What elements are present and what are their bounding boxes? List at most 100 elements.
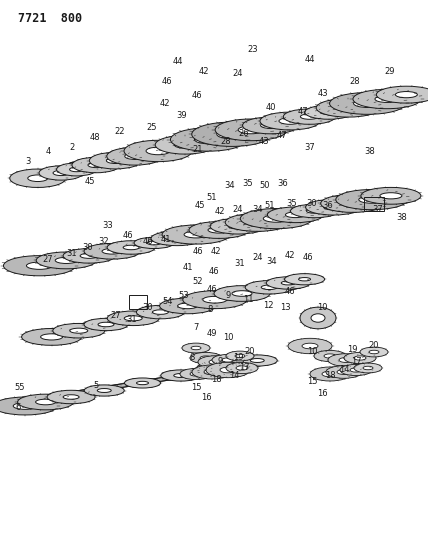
Ellipse shape <box>98 322 114 327</box>
Ellipse shape <box>363 366 373 370</box>
Text: 19: 19 <box>347 345 357 354</box>
Ellipse shape <box>162 225 230 244</box>
Text: 42: 42 <box>211 247 221 256</box>
Ellipse shape <box>220 367 236 373</box>
Ellipse shape <box>261 285 277 289</box>
Ellipse shape <box>235 354 245 358</box>
Text: 51: 51 <box>207 193 217 203</box>
Text: 42: 42 <box>215 207 225 216</box>
Text: 46: 46 <box>193 247 203 256</box>
Text: 45: 45 <box>195 201 205 211</box>
Ellipse shape <box>316 99 380 117</box>
Text: 24: 24 <box>233 206 243 214</box>
Text: 31: 31 <box>127 316 137 325</box>
Text: 10: 10 <box>307 348 317 357</box>
Ellipse shape <box>194 135 223 144</box>
Text: 5: 5 <box>93 382 98 391</box>
Ellipse shape <box>107 311 159 326</box>
Ellipse shape <box>88 163 104 167</box>
Text: 18: 18 <box>325 372 335 381</box>
Text: 17: 17 <box>351 358 361 367</box>
Ellipse shape <box>174 141 196 148</box>
Text: 27: 27 <box>43 255 54 264</box>
Polygon shape <box>73 198 380 258</box>
Ellipse shape <box>41 334 62 340</box>
Ellipse shape <box>236 366 248 370</box>
Ellipse shape <box>107 148 163 165</box>
Ellipse shape <box>250 359 264 362</box>
Ellipse shape <box>192 365 232 379</box>
Text: 12: 12 <box>263 301 273 310</box>
Text: 8: 8 <box>189 353 195 362</box>
Ellipse shape <box>354 363 382 373</box>
Ellipse shape <box>245 219 269 226</box>
Text: 35: 35 <box>243 180 253 189</box>
Text: 44: 44 <box>305 55 315 64</box>
Ellipse shape <box>300 114 318 119</box>
Bar <box>364 197 384 211</box>
Ellipse shape <box>155 135 215 154</box>
Ellipse shape <box>184 231 208 238</box>
Ellipse shape <box>281 281 295 285</box>
Ellipse shape <box>182 343 210 353</box>
Text: 39: 39 <box>177 111 187 120</box>
Ellipse shape <box>261 123 281 128</box>
Ellipse shape <box>36 252 96 269</box>
Ellipse shape <box>336 104 360 111</box>
Text: 17: 17 <box>239 364 250 373</box>
Ellipse shape <box>151 231 203 246</box>
Text: 34: 34 <box>225 182 235 190</box>
Ellipse shape <box>192 122 272 147</box>
Text: 30: 30 <box>307 199 317 208</box>
Ellipse shape <box>279 118 301 124</box>
Text: 37: 37 <box>305 143 315 152</box>
Ellipse shape <box>283 109 336 124</box>
Ellipse shape <box>211 366 227 370</box>
Text: 34: 34 <box>267 257 277 266</box>
Text: 7721  800: 7721 800 <box>18 12 82 25</box>
Text: 48: 48 <box>90 133 100 142</box>
Ellipse shape <box>80 253 98 259</box>
Ellipse shape <box>354 356 366 360</box>
Text: 37: 37 <box>373 206 383 214</box>
Text: 14: 14 <box>229 372 239 381</box>
Ellipse shape <box>350 368 362 372</box>
Ellipse shape <box>21 328 82 345</box>
Ellipse shape <box>168 236 186 241</box>
Text: 16: 16 <box>317 390 327 399</box>
Ellipse shape <box>178 303 198 309</box>
Text: 47: 47 <box>276 132 287 141</box>
Ellipse shape <box>10 169 66 188</box>
Text: 9: 9 <box>217 358 223 367</box>
Text: 15: 15 <box>307 377 317 386</box>
Ellipse shape <box>232 290 252 296</box>
Ellipse shape <box>84 318 128 330</box>
Text: 16: 16 <box>201 393 211 402</box>
Text: 42: 42 <box>199 68 209 77</box>
Text: 29: 29 <box>385 68 395 77</box>
Text: 31: 31 <box>235 260 245 269</box>
Text: 22: 22 <box>115 127 125 136</box>
Text: 46: 46 <box>303 254 313 262</box>
Ellipse shape <box>306 199 362 215</box>
Text: 10: 10 <box>223 334 233 343</box>
Text: 47: 47 <box>298 108 308 117</box>
Text: 46: 46 <box>143 238 153 246</box>
Ellipse shape <box>190 352 222 364</box>
Ellipse shape <box>328 354 364 366</box>
Ellipse shape <box>107 241 155 254</box>
Ellipse shape <box>285 273 324 285</box>
Ellipse shape <box>200 356 212 360</box>
Ellipse shape <box>180 368 212 379</box>
Text: 55: 55 <box>15 384 25 392</box>
Text: 32: 32 <box>99 238 109 246</box>
Text: 34: 34 <box>253 206 263 214</box>
Ellipse shape <box>203 296 227 303</box>
Ellipse shape <box>245 280 293 294</box>
Ellipse shape <box>170 128 247 151</box>
Ellipse shape <box>13 402 37 409</box>
Ellipse shape <box>72 157 120 173</box>
Ellipse shape <box>285 212 306 217</box>
Ellipse shape <box>354 100 381 108</box>
Ellipse shape <box>28 175 48 182</box>
